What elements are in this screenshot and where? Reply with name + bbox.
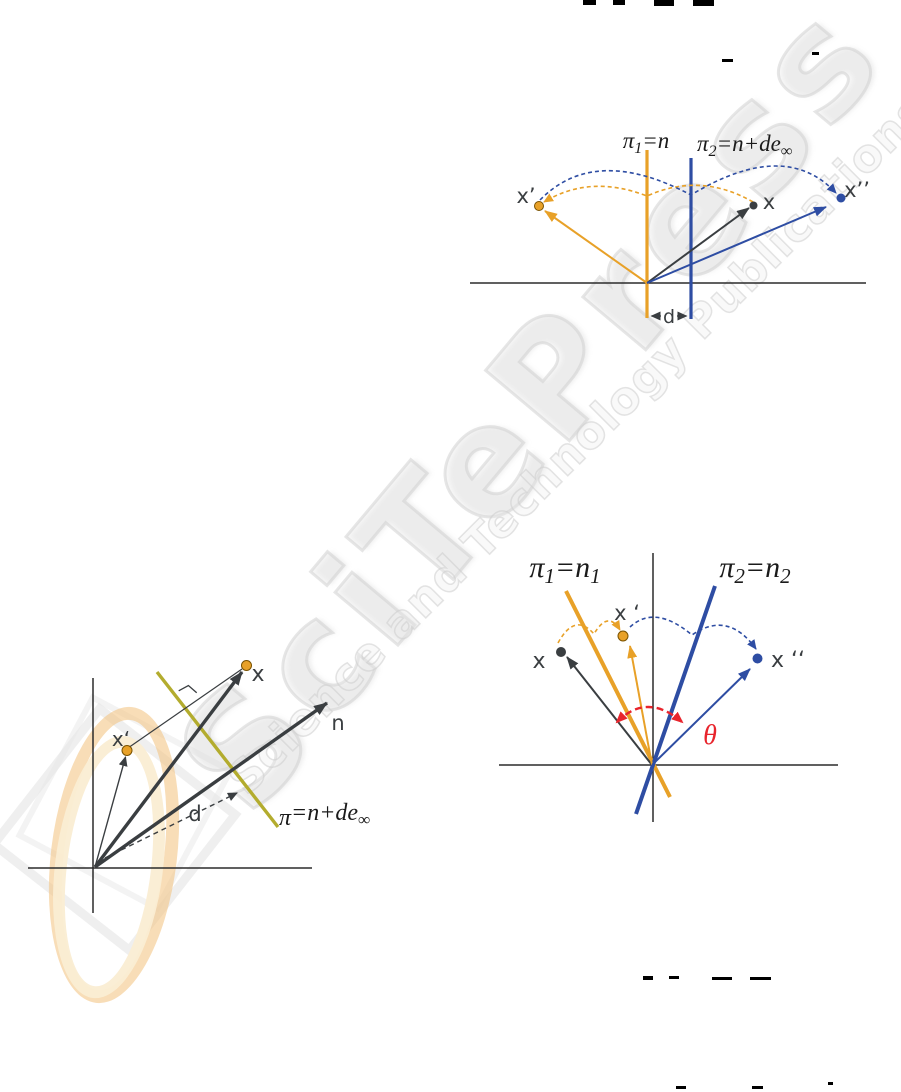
fig3-x-label: x xyxy=(532,649,545,674)
figure-single-plane-reflection: x x‘ n d π=n+de∞ xyxy=(28,660,370,913)
fig2-plane-line xyxy=(155,670,280,829)
equation-fragment xyxy=(752,1086,763,1089)
fig3-reflection-arc-orange xyxy=(557,619,621,644)
fig2-vector-x xyxy=(93,670,244,869)
fig2-vector-x-prime xyxy=(94,756,128,868)
equation-fragment xyxy=(613,0,625,5)
figure-parallel-planes-reflection: π1=n π2=n+de∞ x x’ x’’ d xyxy=(470,128,870,328)
equation-fragment xyxy=(712,977,732,980)
fig2-n-label: n xyxy=(331,711,344,735)
fig3-point-x-double-prime xyxy=(752,653,763,664)
fig3-plane1-label: π1=n1 xyxy=(529,551,600,588)
equation-fragment xyxy=(750,977,771,980)
fig1-reflection-arc-blue xyxy=(539,165,837,201)
fig3-vector-x-double-prime xyxy=(651,668,751,766)
fig2-d-dashed-arrow xyxy=(104,792,238,859)
figure-rotation-two-reflections: π1=n1 π2=n2 x x ‘ x ‘‘ θ xyxy=(499,551,838,822)
equation-fragment xyxy=(722,59,733,62)
fig2-point-x xyxy=(241,660,252,671)
fig1-vector-x-double-prime xyxy=(646,206,827,284)
fig3-rotation-angle-arc xyxy=(615,705,684,724)
fig1-vector-x xyxy=(646,207,750,284)
fig2-x-prime-label: x‘ xyxy=(112,727,130,751)
fig3-vector-x-prime xyxy=(627,645,653,766)
equation-fragment xyxy=(693,0,714,6)
equation-fragment xyxy=(812,52,819,55)
equation-fragment xyxy=(583,0,596,5)
equation-fragment xyxy=(828,1082,833,1085)
fig2-plane-label: π=n+de∞ xyxy=(279,800,370,831)
fig1-x-label: x xyxy=(763,190,775,214)
fig1-point-x xyxy=(749,201,758,210)
fig3-vector-x xyxy=(566,656,653,766)
fig2-segment-xprime-to-x xyxy=(127,668,243,749)
fig1-vector-x-prime xyxy=(544,210,648,284)
fig2-x-label: x xyxy=(251,662,264,687)
fig1-point-x-double-prime xyxy=(836,193,846,203)
fig3-reflection-arc-blue xyxy=(629,616,757,650)
fig1-plane1-label: π1=n xyxy=(623,128,670,157)
fig3-point-x xyxy=(556,647,566,657)
fig1-x-double-prime-label: x’’ xyxy=(844,178,870,202)
fig2-vector-n xyxy=(94,701,328,869)
equation-fragment xyxy=(676,1086,686,1089)
fig3-plane2-label: π2=n2 xyxy=(719,551,791,588)
fig3-theta-label: θ xyxy=(703,720,717,751)
fig3-point-x-prime xyxy=(617,630,629,642)
equation-fragment xyxy=(643,976,653,980)
equation-fragment xyxy=(669,976,679,979)
fig1-point-x-prime xyxy=(534,201,544,211)
fig3-x-prime-label: x ‘ xyxy=(614,601,640,625)
fig2-d-label: d xyxy=(188,802,201,826)
fig3-x-double-prime-label: x ‘‘ xyxy=(771,648,805,673)
fig1-d-label: d xyxy=(663,306,675,328)
equation-fragment xyxy=(654,0,674,6)
fig3-plane2-line xyxy=(634,585,717,815)
fig2-right-angle-marker xyxy=(178,684,198,694)
fig1-plane2-label: π2=n+de∞ xyxy=(697,131,792,160)
fig2-point-x-prime xyxy=(121,745,133,756)
fig1-x-prime-label: x’ xyxy=(516,184,535,208)
